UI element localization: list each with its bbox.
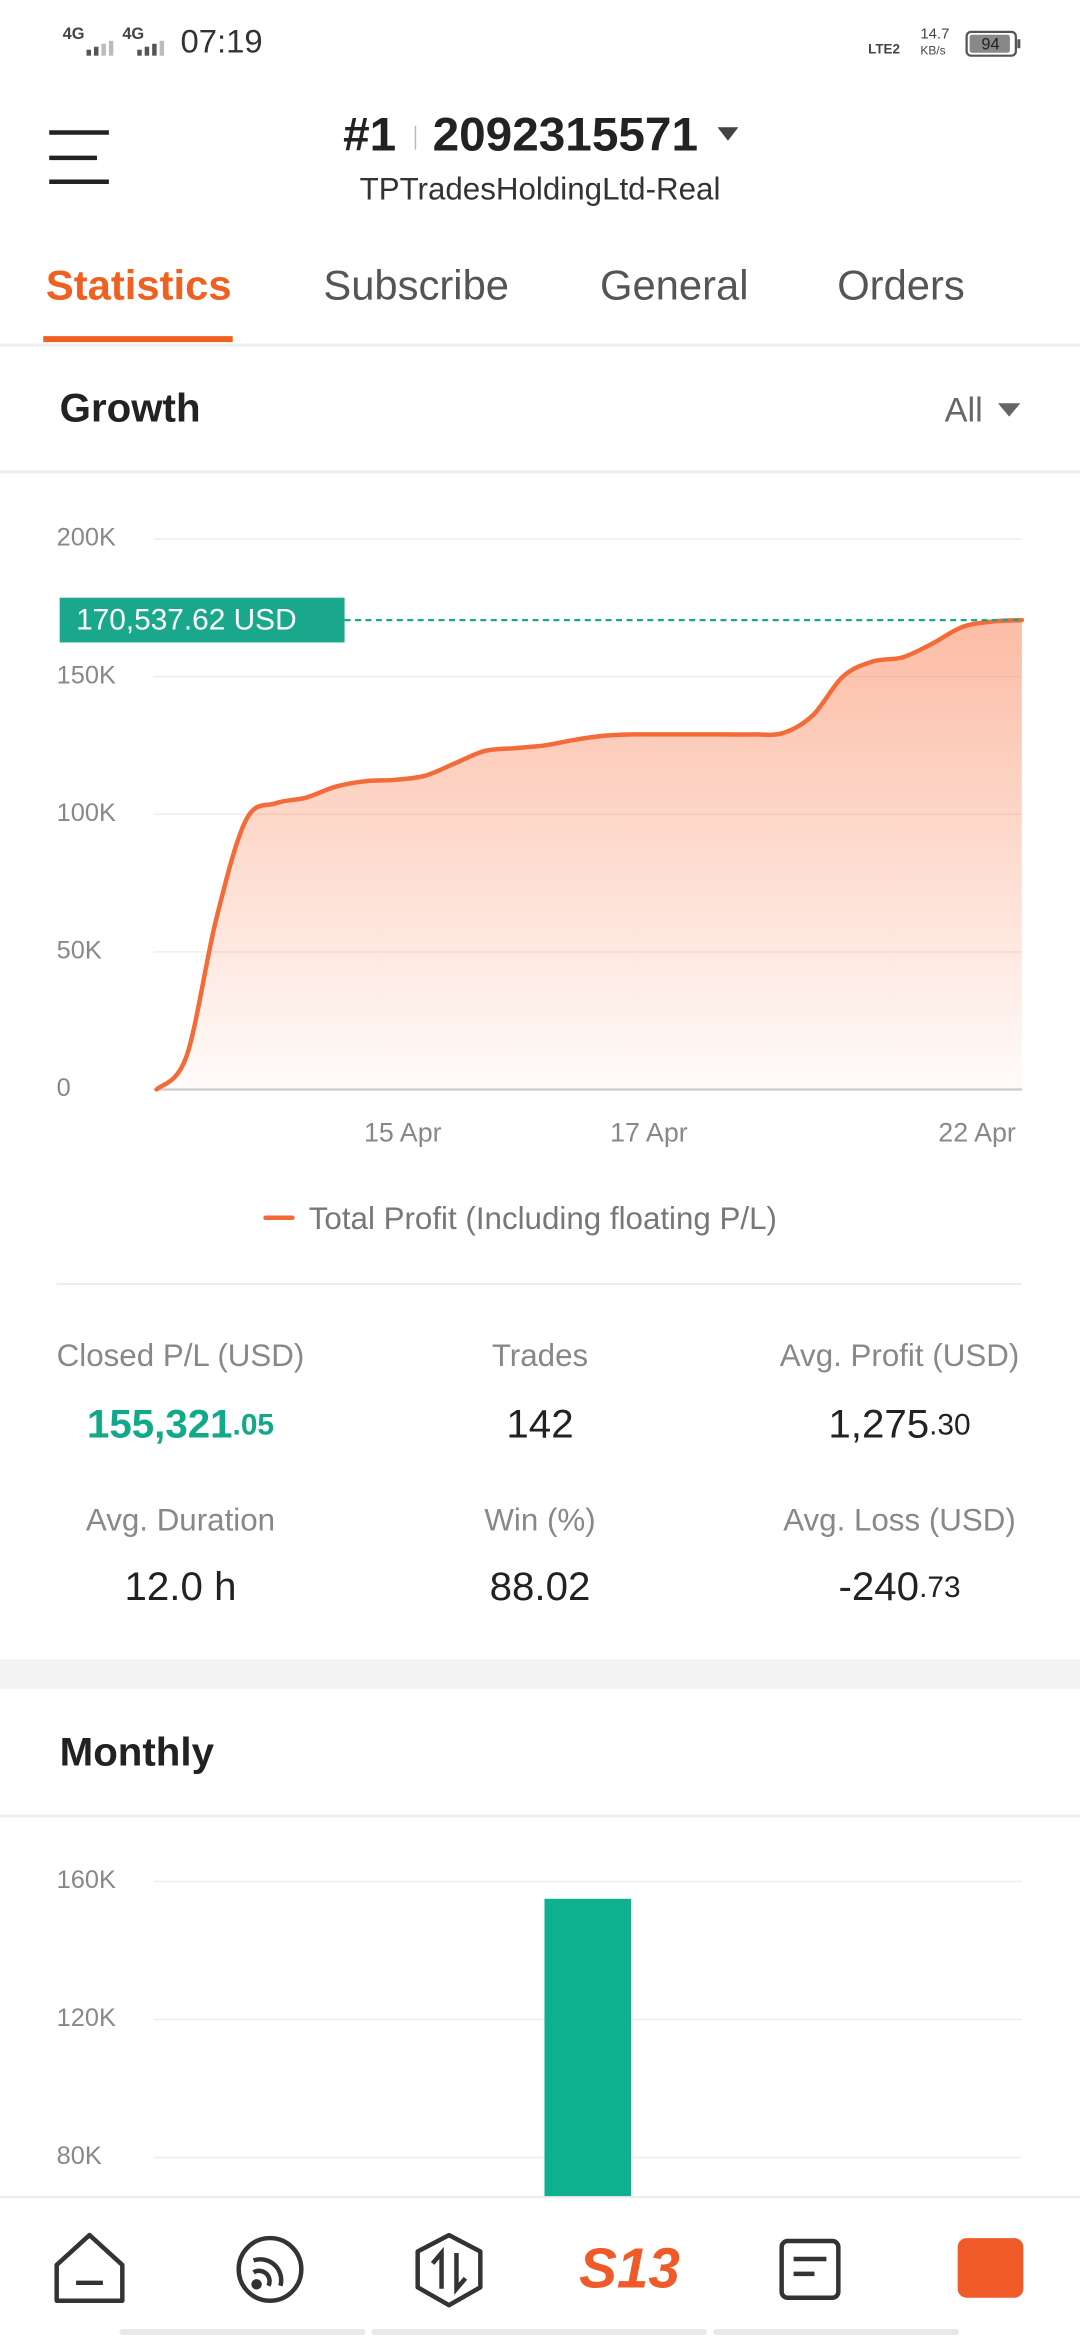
stat-value: 88.02: [490, 1564, 591, 1609]
stat-value-main: 155,321: [87, 1401, 233, 1446]
status-bar: 4G 4G 07:19 LTE2 14.7 KB/s 94: [63, 22, 1021, 59]
nav-logo[interactable]: S13: [579, 2237, 680, 2300]
range-filter[interactable]: All: [945, 391, 1021, 429]
account-selector[interactable]: #1 2092315571 TPTradesHoldingLtd-Real: [343, 108, 739, 207]
stat-value-main: 1,275: [828, 1401, 929, 1446]
battery-cap: [1017, 39, 1021, 49]
battery-level: [969, 34, 1010, 53]
stat-label: Closed P/L (USD): [57, 1338, 305, 1373]
battery: [965, 30, 1017, 57]
lte: LTE2: [868, 41, 900, 56]
legend-label: Total Profit (Including floating P/L): [309, 1201, 777, 1236]
x-tick-label: 15 Apr: [364, 1117, 442, 1147]
divider: [56, 1283, 1022, 1285]
nav-handle: [119, 2329, 366, 2336]
stat-value-main: -240: [838, 1564, 919, 1609]
net-speed: 14.7: [920, 27, 949, 43]
network: 4G: [63, 25, 85, 43]
nav-home[interactable]: [54, 2232, 125, 2303]
nav-handle: [371, 2329, 708, 2336]
nav-feed[interactable]: [236, 2235, 304, 2303]
menu-button[interactable]: [45, 120, 117, 195]
x-tick-label: 17 Apr: [610, 1117, 688, 1147]
nav-trade[interactable]: [415, 2232, 483, 2308]
stat-value: 155,321.05: [87, 1401, 274, 1446]
tab-indicator: [43, 336, 233, 343]
nav-news[interactable]: [779, 2238, 841, 2300]
stat-value: 1,275.30: [828, 1401, 970, 1446]
divider: [0, 1814, 1080, 1818]
y-tick-label: 200K: [57, 524, 116, 552]
network: 4G: [122, 25, 144, 43]
section-gap: [0, 1659, 1080, 1690]
range-filter-label[interactable]: All: [945, 391, 983, 429]
tab[interactable]: General: [600, 261, 749, 308]
stat-value-main: 88.02: [490, 1564, 591, 1609]
stat-value: 12.0 h: [125, 1564, 237, 1609]
bottom-nav: S13: [0, 2196, 1080, 2340]
stat-value-decimals: .73: [919, 1571, 960, 1604]
stat-value: -240.73: [838, 1564, 960, 1609]
divider: [0, 343, 1080, 347]
growth-chart: 0 50K 100K 150K 200K 15 Apr 17 Apr 22 Apr Total …: [57, 524, 1025, 1236]
tab[interactable]: Subscribe: [323, 261, 509, 308]
menu-line: [49, 179, 109, 184]
clock: 07:19: [180, 22, 262, 59]
monthly-chart: 80K 120K 160K: [57, 1866, 1022, 2197]
rank: #1: [343, 108, 396, 161]
stat-value-decimals: .30: [929, 1408, 970, 1441]
divider: [0, 470, 1080, 474]
nav-handle: [713, 2329, 960, 2336]
y-tick-label: 120K: [57, 2004, 116, 2032]
line: [154, 617, 1025, 1092]
stat-label: Win (%): [484, 1502, 595, 1537]
y-tick-label: 0: [57, 1074, 71, 1102]
stat-label: Avg. Profit (USD): [780, 1338, 1020, 1373]
y-tick-label: 50K: [57, 937, 102, 965]
stat-value-decimals: .05: [233, 1408, 274, 1441]
y-tick-label: 80K: [57, 2142, 102, 2170]
menu-line: [49, 155, 97, 161]
bar: [544, 1898, 631, 2197]
x-tick-label: 22 Apr: [938, 1117, 1016, 1147]
stat-value: 142: [506, 1401, 573, 1446]
tab-active[interactable]: Statistics: [46, 261, 232, 308]
stat-value-main: 12.0 h: [125, 1564, 237, 1609]
stat-value-main: 142: [506, 1401, 573, 1446]
annotation-box: [59, 597, 345, 643]
stat-label: Avg. Duration: [86, 1502, 275, 1537]
stats-grid: Closed P/L (USD) 155,321.05 Trades 142 Avg. …: [57, 1338, 1020, 1609]
y-tick-label: 160K: [57, 1866, 116, 1894]
menu-line: [49, 130, 109, 135]
account-number: 2092315571: [433, 108, 698, 161]
nav-border: [0, 2196, 1080, 2198]
dropdown-arrow: [717, 127, 739, 141]
battery-percent: 94: [981, 36, 999, 54]
area: [156, 620, 1022, 1090]
nav-bg: [0, 2196, 1080, 2340]
signal: [137, 40, 165, 56]
separator: [414, 125, 417, 150]
y-tick-label: 150K: [57, 661, 116, 689]
signal: [86, 40, 114, 56]
stat-label: Trades: [492, 1338, 588, 1373]
tab[interactable]: Orders: [837, 261, 965, 308]
y-tick-label: 100K: [57, 799, 116, 827]
stat-label: Avg. Loss (USD): [783, 1502, 1016, 1537]
server-name: TPTradesHoldingLtd-Real: [360, 172, 721, 207]
section-title: Growth: [60, 385, 201, 430]
net-speed-unit: KB/s: [920, 43, 945, 57]
dropdown-arrow: [997, 403, 1021, 417]
annotation-label: 170,537.62 USD: [76, 603, 297, 636]
nav-profile[interactable]: [957, 2238, 1024, 2298]
section-title: Monthly: [60, 1729, 215, 1774]
